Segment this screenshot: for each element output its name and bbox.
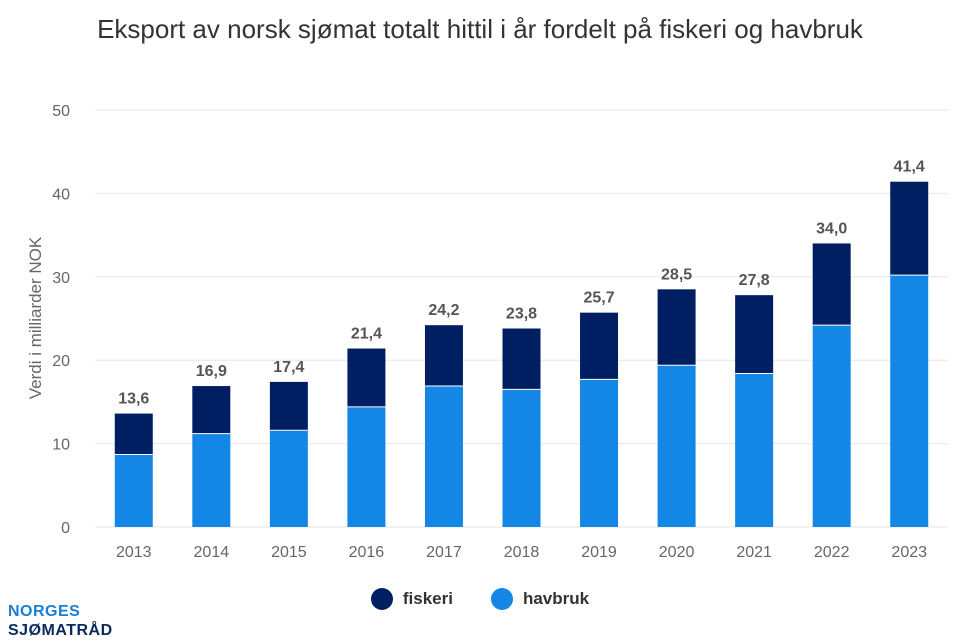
y-tick-label: 0: [61, 520, 70, 537]
data-label-total-2020: 28,5: [661, 266, 692, 283]
bar-havbruk-2015: [269, 430, 308, 527]
bar-fiskeri-2021: [735, 295, 774, 374]
data-label-total-2021: 27,8: [739, 272, 770, 289]
bar-havbruk-2018: [502, 389, 541, 527]
data-label-total-2023: 41,4: [894, 159, 925, 176]
legend-label-havbruk: havbruk: [522, 589, 590, 608]
chart-title: Eksport av norsk sjømat totalt hittil i …: [97, 14, 863, 44]
x-tick-label: 2014: [194, 544, 230, 561]
x-tick-label: 2020: [659, 544, 695, 561]
bar-fiskeri-2017: [424, 325, 463, 387]
data-label-total-2022: 34,0: [816, 220, 847, 237]
bar-havbruk-2020: [657, 365, 696, 527]
y-tick-label: 10: [52, 437, 70, 454]
legend-swatch-fiskeri: [370, 588, 393, 610]
x-tick-label: 2021: [736, 544, 772, 561]
data-label-total-2015: 17,4: [273, 359, 304, 376]
bar-havbruk-2021: [735, 373, 774, 527]
x-tick-label: 2018: [504, 544, 540, 561]
data-label-total-2019: 25,7: [583, 290, 614, 307]
norges-sjomatrad-logo: NORGES SJØMATRÅD: [8, 602, 113, 640]
bar-fiskeri-2013: [114, 413, 153, 455]
x-tick-label: 2023: [891, 544, 927, 561]
y-tick-label: 40: [52, 186, 70, 203]
legend: fiskeri havbruk: [0, 588, 960, 610]
bar-fiskeri-2015: [269, 381, 308, 431]
x-tick-label: 2016: [349, 544, 385, 561]
data-label-total-2013: 13,6: [118, 391, 149, 408]
bar-havbruk-2023: [890, 275, 929, 527]
bar-fiskeri-2020: [657, 289, 696, 366]
y-tick-label: 30: [52, 270, 70, 287]
logo-line-1: NORGES: [8, 603, 81, 620]
x-tick-label: 2015: [271, 544, 307, 561]
bar-havbruk-2013: [114, 454, 153, 527]
logo-line-2: SJØMATRÅD: [8, 622, 113, 639]
data-label-total-2014: 16,9: [196, 363, 227, 380]
bar-fiskeri-2014: [192, 386, 231, 434]
bar-fiskeri-2022: [812, 243, 851, 326]
legend-label-fiskeri: fiskeri: [402, 589, 453, 608]
data-label-total-2016: 21,4: [351, 326, 382, 343]
bar-havbruk-2014: [192, 433, 231, 527]
bar-fiskeri-2016: [347, 348, 386, 407]
y-tick-label: 20: [52, 353, 70, 370]
bar-havbruk-2016: [347, 406, 386, 527]
x-tick-label: 2022: [814, 544, 850, 561]
x-tick-label: 2013: [116, 544, 152, 561]
data-label-total-2018: 23,8: [506, 306, 537, 323]
data-label-total-2017: 24,2: [428, 302, 459, 319]
bar-havbruk-2019: [580, 379, 619, 527]
bar-fiskeri-2018: [502, 328, 541, 390]
x-tick-label: 2017: [426, 544, 462, 561]
bar-fiskeri-2023: [890, 181, 929, 276]
bar-havbruk-2017: [424, 386, 463, 527]
bar-havbruk-2022: [812, 325, 851, 527]
bar-fiskeri-2019: [580, 312, 619, 380]
y-tick-label: 50: [52, 103, 70, 120]
legend-item-fiskeri[interactable]: fiskeri: [370, 588, 453, 610]
legend-item-havbruk[interactable]: havbruk: [490, 588, 590, 610]
legend-swatch-havbruk: [490, 588, 513, 610]
x-tick-label: 2019: [581, 544, 617, 561]
